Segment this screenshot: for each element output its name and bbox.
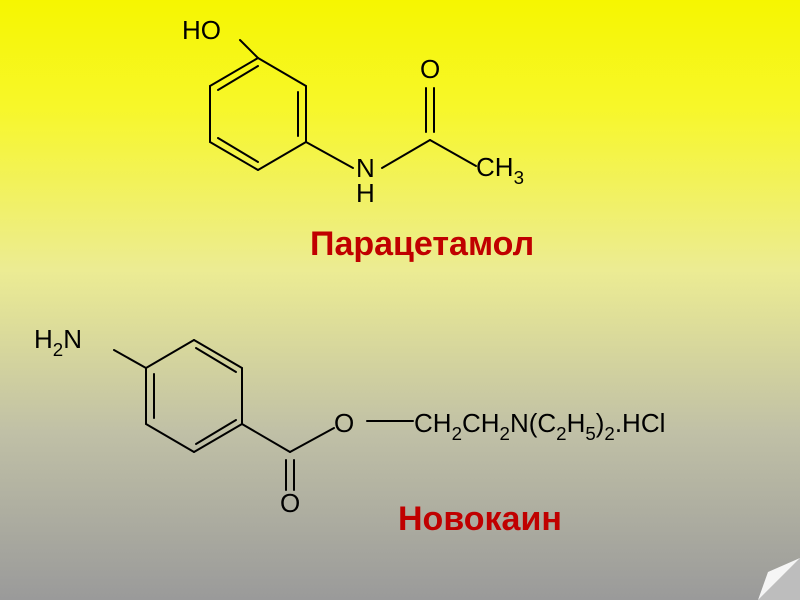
- novocaine-structure: H2NOOCH2CH2N(C2H5)2.HCl: [30, 290, 750, 500]
- novocaine-title: Новокаин: [398, 500, 562, 539]
- atom-label: O: [334, 408, 354, 439]
- atom-label: O: [280, 488, 300, 519]
- paracetamol-structure: HONHOCH3: [150, 10, 570, 220]
- atom-label: H: [356, 178, 375, 209]
- atom-label: CH3: [476, 152, 524, 187]
- page-curl: [758, 558, 800, 600]
- content-layer: HONHOCH3 H2NOOCH2CH2N(C2H5)2.HCl Парацет…: [0, 0, 800, 600]
- novocaine-bonds: [30, 290, 750, 500]
- atom-label: CH2CH2N(C2H5)2.HCl: [414, 408, 665, 443]
- atom-label: O: [420, 54, 440, 85]
- atom-label: H2N: [34, 324, 82, 359]
- paracetamol-title: Парацетамол: [310, 225, 534, 264]
- atom-label: HO: [182, 15, 221, 46]
